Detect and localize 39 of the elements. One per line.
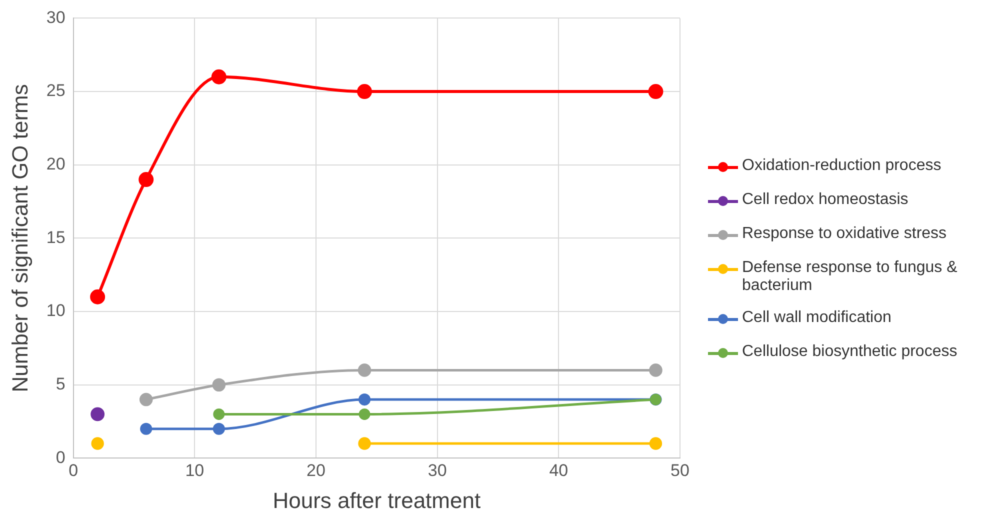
point (358, 364, 372, 377)
y-tick-label: 20 (46, 154, 66, 174)
point (649, 364, 662, 377)
point (357, 84, 372, 100)
legend-label: Defense response to fungus & bacterium (742, 258, 958, 294)
y-tick-label: 5 (56, 374, 66, 394)
y-tick-label: 10 (46, 301, 66, 320)
point (138, 172, 154, 188)
legend-label: Cellulose biosynthetic process (742, 342, 958, 360)
y-axis-title: Number of significant GO terms (7, 84, 32, 392)
legend-label: Cell wall modification (742, 308, 892, 326)
y-tick-label: 15 (46, 228, 66, 247)
y-tick-label: 25 (46, 81, 66, 100)
y-tick-label: 0 (56, 448, 66, 467)
point (358, 437, 371, 450)
x-tick-label: 10 (185, 461, 204, 480)
point (211, 69, 226, 84)
point (648, 84, 664, 100)
y-tick-label: 30 (46, 8, 66, 27)
legend-label: Oxidation-reduction process (742, 156, 942, 174)
x-tick-label: 30 (428, 461, 447, 480)
legend-label: Cell redox homeostasis (742, 190, 908, 208)
legend-label: Response to oxidative stress (742, 224, 947, 242)
point (212, 422, 225, 435)
point (139, 392, 153, 406)
point (649, 437, 662, 450)
point (358, 393, 371, 406)
x-tick-label: 50 (670, 461, 690, 480)
point (212, 378, 226, 392)
point (213, 408, 225, 420)
point (90, 407, 105, 422)
point (91, 437, 104, 450)
x-tick-label: 40 (549, 461, 568, 480)
x-tick-label: 0 (68, 461, 78, 480)
point (90, 289, 106, 304)
x-tick-label: 20 (306, 461, 326, 480)
point (358, 408, 370, 420)
x-axis-title: Hours after treatment (272, 488, 481, 513)
point (140, 422, 152, 435)
